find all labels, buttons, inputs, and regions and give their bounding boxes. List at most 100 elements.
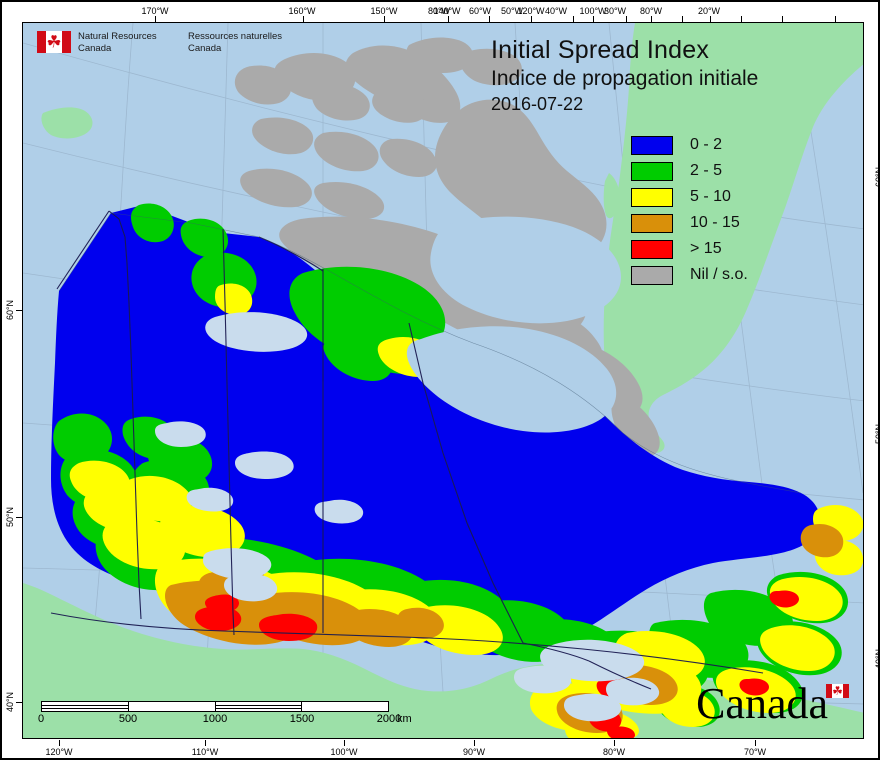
canada-wordmark: Canada ☘ — [696, 682, 849, 726]
legend-label: 10 - 15 — [690, 214, 740, 231]
longitude-label: 30°W — [603, 6, 627, 16]
coastline — [58, 212, 802, 494]
longitude-label: 20°W — [697, 6, 721, 16]
axis-tick — [344, 740, 345, 746]
latitude-label: 40°N — [5, 691, 15, 713]
scale-bar-segment — [129, 702, 216, 711]
longitude-label: 150°W — [370, 6, 398, 16]
scale-bar-tick-label: 1500 — [289, 713, 315, 725]
longitude-label: 80°W — [427, 6, 451, 16]
legend-label: Nil / s.o. — [690, 266, 748, 283]
axis-tick — [205, 740, 206, 746]
scale-bar-segment — [302, 702, 388, 711]
legend-label: 2 - 5 — [690, 162, 723, 179]
legend-row: Nil / s.o. — [631, 263, 748, 287]
longitude-label: 120°W — [45, 747, 73, 757]
nrcan-signature: ☘ Natural Resources Canada Ressources na… — [37, 31, 282, 54]
legend-swatch — [631, 135, 673, 155]
legend-label: 0 - 2 — [690, 136, 723, 153]
longitude-label: 60°W — [468, 6, 492, 16]
longitude-label: 120°W — [517, 6, 545, 16]
scale-bar-segment — [215, 702, 303, 711]
map-panel[interactable]: ☘ Natural Resources Canada Ressources na… — [22, 22, 864, 739]
latitude-label: 60°N — [5, 299, 15, 321]
title-english: Initial Spread Index — [491, 36, 710, 64]
legend: 0 - 2 2 - 5 5 - 10 10 - 15 > 15 Nil / s.o. — [631, 133, 748, 289]
isi-raster — [51, 203, 863, 738]
legend-swatch — [631, 213, 673, 233]
scale-bar-segments — [41, 701, 389, 712]
longitude-label: 90°W — [462, 747, 486, 757]
agency-name-en-line2: Canada — [78, 42, 112, 54]
inland-lakes — [155, 312, 660, 722]
map-canvas[interactable] — [23, 23, 863, 738]
maple-leaf-icon: ☘ — [832, 684, 843, 698]
axis-tick — [741, 16, 742, 22]
legend-swatch — [631, 265, 673, 285]
axis-tick — [16, 702, 22, 703]
title-french: Indice de propagation initiale — [491, 67, 759, 90]
map-title-block: Initial Spread Index Indice de propagati… — [491, 35, 758, 117]
longitude-label: 80°W — [602, 747, 626, 757]
legend-row: > 15 — [631, 237, 748, 261]
axis-tick — [474, 740, 475, 746]
legend-row: 5 - 10 — [631, 185, 748, 209]
axis-tick — [710, 16, 711, 22]
agency-name-en-line1: Natural Resources — [78, 31, 157, 42]
axis-tick — [682, 16, 683, 22]
legend-swatch — [631, 187, 673, 207]
axis-tick — [489, 16, 490, 22]
maple-leaf-icon: ☘ — [46, 32, 62, 52]
legend-swatch — [631, 239, 673, 259]
longitude-label: 160°W — [288, 6, 316, 16]
axis-tick — [155, 16, 156, 22]
canada-flag-icon: ☘ — [37, 31, 71, 53]
longitude-label: 100°W — [330, 747, 358, 757]
scale-bar-unit: km — [397, 713, 412, 725]
axis-tick — [626, 16, 627, 22]
legend-row: 10 - 15 — [631, 211, 748, 235]
longitude-label: 40°W — [544, 6, 568, 16]
legend-label: 5 - 10 — [690, 188, 731, 205]
scale-bar-tick-label: 1000 — [202, 713, 228, 725]
axis-tick — [16, 310, 22, 311]
axis-tick — [782, 16, 783, 22]
latitude-label: 50°N — [5, 506, 15, 528]
legend-row: 0 - 2 — [631, 133, 748, 157]
axis-tick — [303, 16, 304, 22]
canada-wordmark-text: Canada — [696, 679, 828, 728]
longitude-label: 170°W — [141, 6, 169, 16]
hudson-bay — [406, 216, 621, 433]
axis-tick — [593, 16, 594, 22]
scale-bar-tick-label: 0 — [37, 713, 45, 725]
axis-tick — [59, 740, 60, 746]
legend-swatch — [631, 161, 673, 181]
latitude-label: 40°N — [874, 648, 880, 670]
canada-flag-icon: ☘ — [826, 684, 849, 698]
axis-tick — [384, 16, 385, 22]
latitude-label: 60°N — [874, 166, 880, 188]
axis-tick — [531, 16, 532, 22]
legend-row: 2 - 5 — [631, 159, 748, 183]
map-date: 2016-07-22 — [491, 94, 584, 114]
agency-name-fr-line1: Ressources naturelles — [188, 31, 282, 42]
axis-tick — [573, 16, 574, 22]
scale-bar: 0 500 1000 1500 2000 km — [37, 701, 412, 727]
agency-name-fr-line2: Canada — [188, 42, 222, 54]
longitude-label: 100°W — [579, 6, 607, 16]
canada-fire-weather-map — [23, 23, 863, 738]
axis-tick — [835, 16, 836, 22]
axis-tick — [755, 740, 756, 746]
axis-tick — [651, 16, 652, 22]
longitude-label: 70°W — [743, 747, 767, 757]
axis-tick — [16, 517, 22, 518]
scale-bar-segment — [42, 702, 129, 711]
scale-bar-labels: 0 500 1000 1500 2000 km — [37, 713, 412, 727]
latitude-label: 50°N — [874, 423, 880, 445]
scale-bar-tick-label: 2000 — [376, 713, 402, 725]
longitude-label: 50°W — [500, 6, 524, 16]
longitude-label: 110°W — [191, 747, 219, 757]
axis-tick — [614, 740, 615, 746]
longitude-label: 80°W — [639, 6, 663, 16]
